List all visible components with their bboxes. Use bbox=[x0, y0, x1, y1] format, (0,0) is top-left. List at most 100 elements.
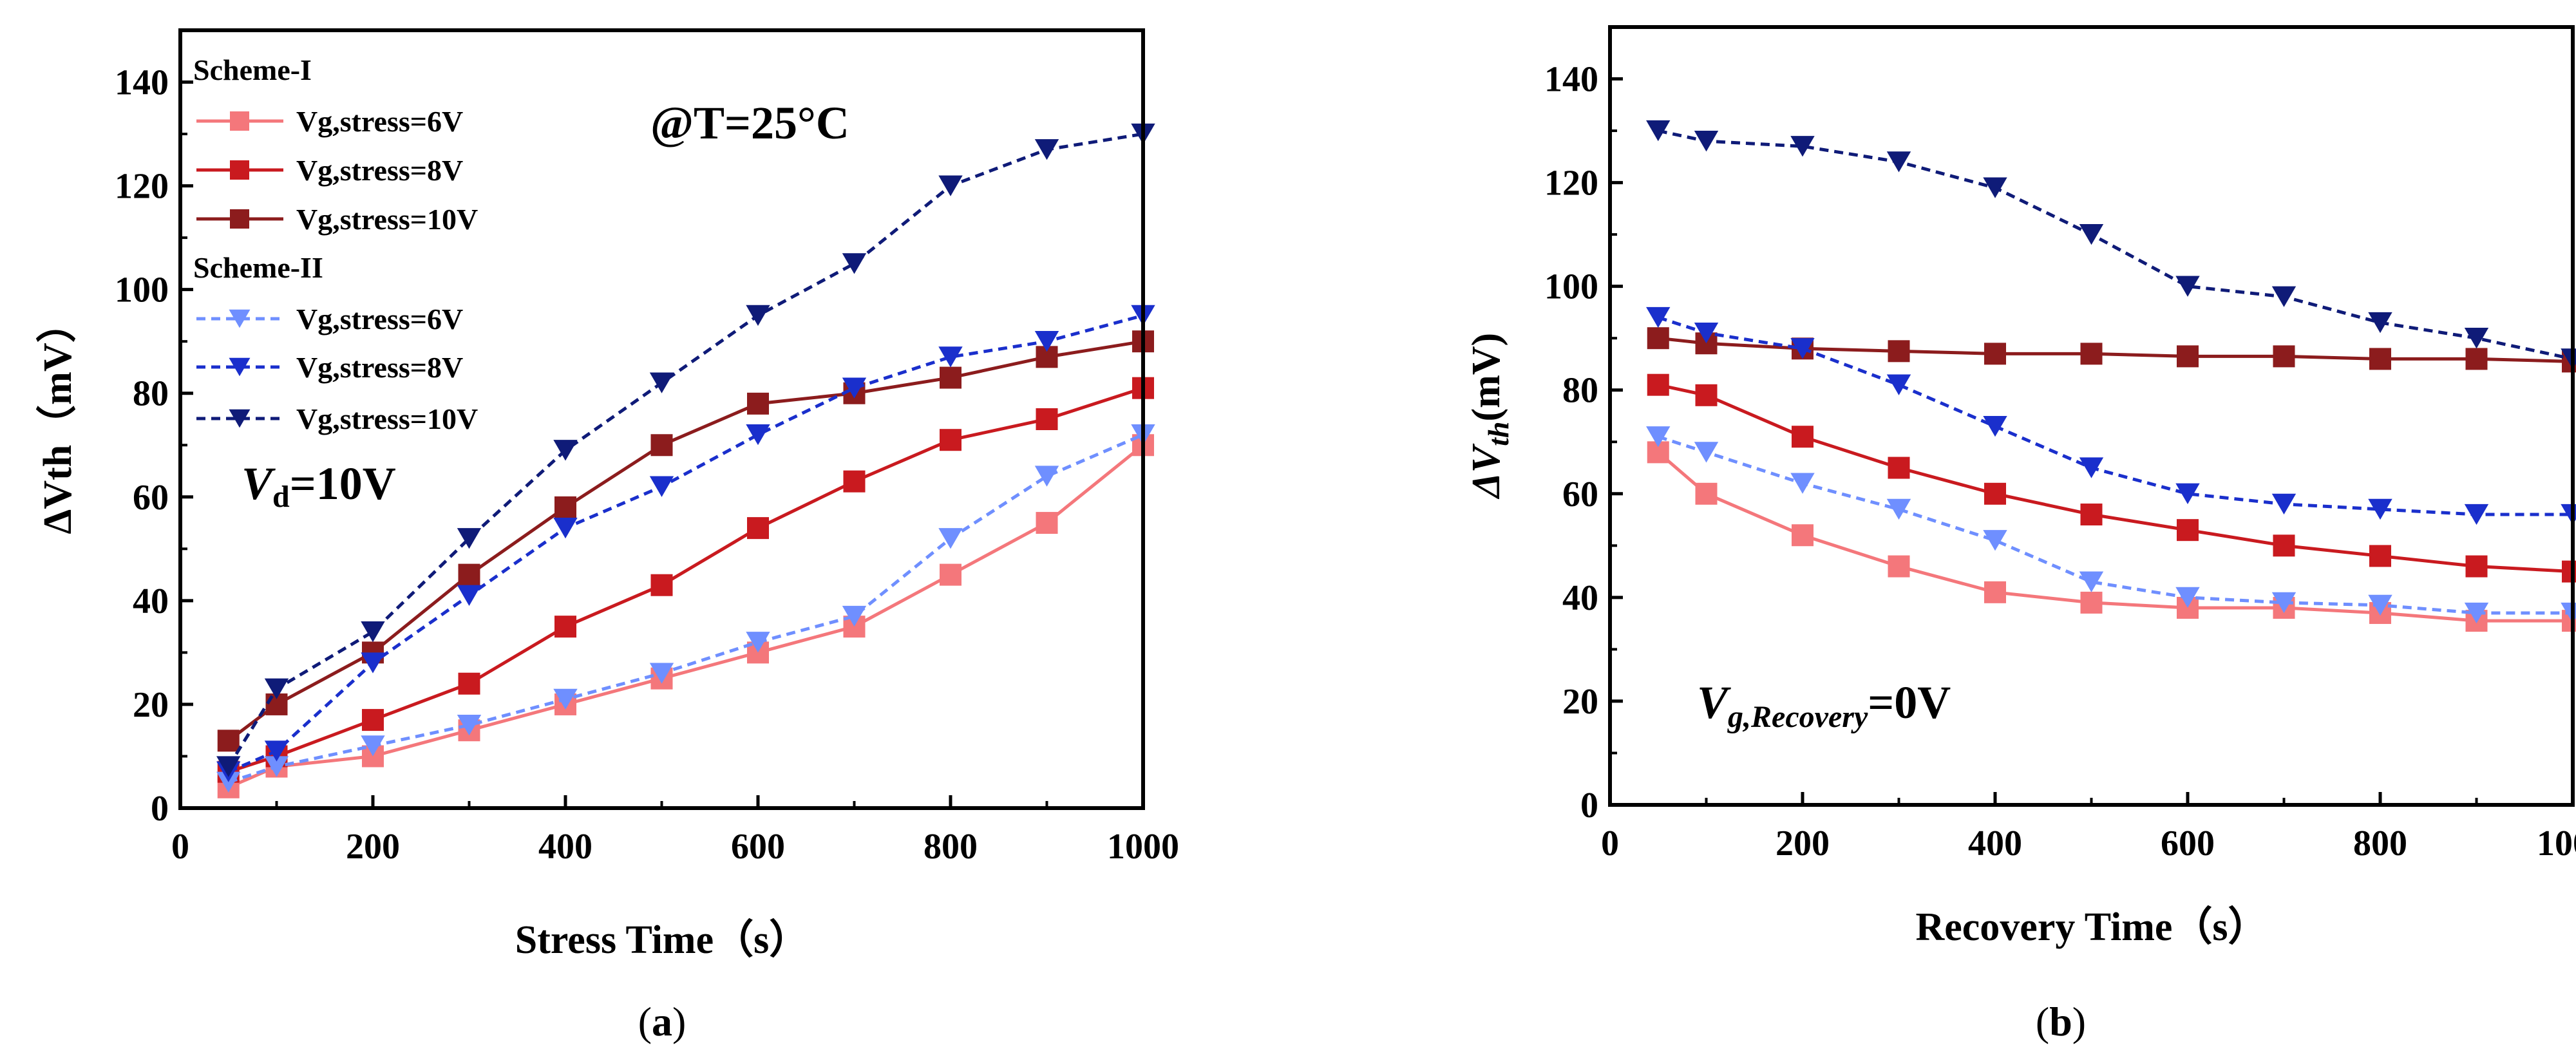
panel-b-data-point bbox=[2079, 223, 2104, 245]
legend-marker bbox=[230, 111, 249, 131]
panel-b-data-point bbox=[1886, 498, 1911, 520]
panel-b-data-point bbox=[1694, 442, 1719, 463]
panel-b-gate-voltage-annotation: Vg,Recovery=0V bbox=[1697, 677, 1951, 734]
panel-a-data-point bbox=[650, 434, 673, 457]
panel-b-data-point bbox=[2175, 276, 2200, 297]
panel-b-data-point bbox=[1790, 136, 1815, 157]
panel-b-data-point bbox=[2368, 312, 2392, 334]
panel-a-y-tick-label: 140 bbox=[115, 63, 169, 103]
panel-b-data-point bbox=[1983, 415, 2007, 437]
panel-a-y-tick-label: 80 bbox=[133, 374, 169, 414]
panel-b-data-point bbox=[2177, 345, 2199, 368]
panel-b-x-axis-label: Recovery Time（s） bbox=[1916, 904, 2268, 949]
panel-a-data-point bbox=[746, 632, 770, 653]
panel-a-data-point bbox=[457, 528, 482, 549]
panel-a-data-point bbox=[1034, 466, 1059, 487]
panel-a-data-point bbox=[747, 517, 769, 540]
panel-a-x-tick-label: 400 bbox=[538, 827, 592, 867]
panel-a-data-point bbox=[553, 440, 578, 461]
legend-entry: Vg,stress=6V bbox=[196, 303, 463, 335]
panel-b-data-point bbox=[1790, 473, 1815, 494]
panel-b-data-point bbox=[1790, 338, 1815, 359]
panel-a-data-point bbox=[457, 714, 482, 736]
panel-b-data-point bbox=[2271, 592, 2297, 614]
legend-marker bbox=[230, 160, 249, 180]
panel-a-drain-voltage-annotation: Vd=10V bbox=[242, 458, 396, 514]
panel-b-data-point bbox=[2464, 504, 2489, 525]
panel-b-data-point bbox=[1695, 482, 1718, 505]
panel-a-data-point bbox=[264, 740, 289, 762]
panel-b-data-point bbox=[2369, 348, 2391, 370]
panel-b-data-point bbox=[1694, 131, 1719, 152]
panel-a-data-point bbox=[940, 563, 961, 586]
panel-a-data-point bbox=[649, 476, 674, 497]
panel-a-series-scheme-i-vg-stress-10v bbox=[217, 330, 1154, 752]
panel-b-x-tick-label: 1000 bbox=[2537, 824, 2576, 863]
panel-a-data-point bbox=[746, 305, 770, 326]
panel-b-data-point bbox=[1984, 482, 2006, 505]
panel-b-data-point bbox=[2368, 498, 2392, 520]
panel-a-x-tick-label: 0 bbox=[171, 827, 189, 867]
panel-a-data-point bbox=[264, 756, 289, 777]
legend-group-title: Scheme-I bbox=[193, 53, 312, 86]
panel-b-series-line bbox=[1658, 129, 2573, 361]
panel-a-data-point bbox=[553, 688, 578, 710]
panel-a-caption: (a) bbox=[638, 999, 687, 1044]
panel-b-data-point bbox=[2080, 504, 2103, 526]
panel-b-data-point bbox=[1792, 524, 1814, 547]
panel-b-data-point bbox=[1984, 581, 2006, 603]
panel-b-data-point bbox=[2273, 534, 2295, 557]
panel-a-data-point bbox=[361, 735, 385, 757]
legend-entry-label: Vg,stress=8V bbox=[296, 154, 463, 187]
panel-b-data-point bbox=[2175, 587, 2200, 608]
panel-b-data-point bbox=[2079, 457, 2104, 478]
legend-entry: Vg,stress=10V bbox=[196, 203, 478, 236]
panel-b-y-tick-label: 80 bbox=[1562, 371, 1598, 411]
panel-a-data-point bbox=[458, 563, 480, 586]
panel-b-data-point bbox=[2175, 483, 2200, 504]
panel-b-series-scheme-i-vg-stress-8v bbox=[1647, 373, 2576, 583]
panel-a-data-point bbox=[842, 605, 867, 627]
panel-b-data-point bbox=[1983, 177, 2007, 198]
panel-b-y-axis-label: ΔVth(mV) bbox=[1464, 333, 1515, 500]
panel-b-data-point bbox=[2080, 343, 2103, 365]
legend-entry-label: Vg,stress=8V bbox=[296, 351, 463, 384]
panel-b-data-point bbox=[2368, 594, 2392, 616]
panel-a-data-point bbox=[650, 574, 673, 596]
panel-a-stress-chart: 0 200 400 600 800 1000 0 20 40 60 80 100 120 140 Stre… bbox=[35, 28, 1179, 1044]
panel-b-data-point bbox=[2079, 571, 2104, 592]
panel-b-data-point bbox=[2369, 545, 2391, 567]
panel-a-data-point bbox=[1034, 331, 1059, 352]
panel-b-series-scheme-ii-vg-stress-10v bbox=[1646, 120, 2576, 370]
panel-a-y-tick-label: 20 bbox=[133, 685, 169, 725]
panel-b-data-point bbox=[2271, 493, 2297, 515]
panel-b-y-tick-label: 140 bbox=[1544, 60, 1598, 100]
panel-b-series-scheme-i-vg-stress-10v bbox=[1647, 327, 2576, 373]
panel-b-data-point bbox=[1694, 322, 1719, 344]
legend-marker bbox=[229, 409, 251, 428]
panel-a-x-tick-label: 800 bbox=[923, 827, 978, 867]
panel-a-y-tick-label: 60 bbox=[133, 478, 169, 518]
legend-entry: Vg,stress=10V bbox=[196, 402, 478, 435]
panel-b-data-point bbox=[1888, 555, 1910, 578]
panel-a-data-point bbox=[649, 663, 674, 684]
panel-a-data-point bbox=[362, 709, 384, 731]
panel-a-data-point bbox=[457, 585, 482, 606]
panel-b-recovery-chart: 0 200 400 600 800 1000 0 20 40 60 80 100 120 140 Reco… bbox=[1464, 25, 2576, 1044]
legend-entry: Vg,stress=8V bbox=[196, 154, 463, 187]
panel-a-data-point bbox=[940, 366, 961, 389]
legend-group-title: Scheme-II bbox=[193, 251, 323, 284]
panel-b-series-scheme-ii-vg-stress-8v bbox=[1646, 306, 2576, 525]
panel-a-data-point bbox=[361, 652, 385, 674]
panel-b-series-scheme-ii-vg-stress-6v bbox=[1646, 426, 2576, 624]
panel-a-series-layer bbox=[216, 123, 1155, 798]
panel-a-y-tick-label: 100 bbox=[115, 270, 169, 310]
panel-a-series-scheme-ii-vg-stress-10v bbox=[216, 123, 1155, 777]
panel-a-temperature-annotation: @T=25°C bbox=[650, 97, 849, 149]
panel-b-data-point bbox=[1647, 327, 1669, 350]
panel-b-data-point bbox=[1888, 340, 1910, 363]
panel-a-data-point bbox=[1034, 139, 1059, 160]
panel-a-x-axis-label: Stress Time（s） bbox=[515, 917, 809, 962]
panel-a-data-point bbox=[940, 429, 961, 451]
